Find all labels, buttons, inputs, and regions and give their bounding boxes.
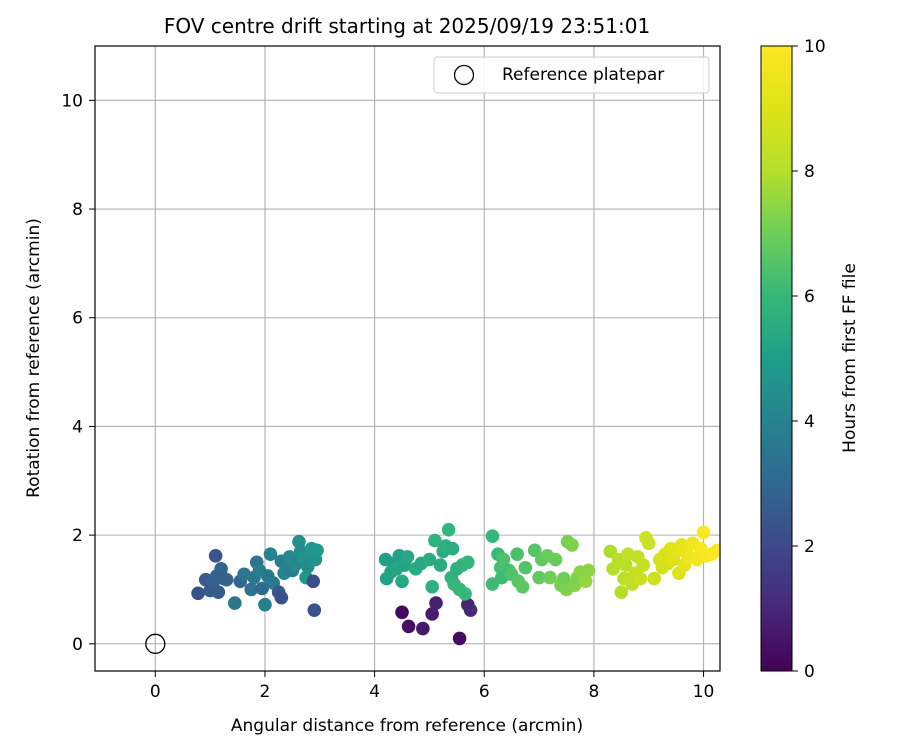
data-point bbox=[633, 571, 648, 586]
x-tick-label: 10 bbox=[693, 682, 715, 702]
colorbar-tick-label: 0 bbox=[804, 662, 815, 682]
colorbar-tick-label: 8 bbox=[804, 162, 815, 182]
data-point bbox=[425, 579, 439, 594]
data-point bbox=[548, 552, 563, 567]
data-point bbox=[452, 631, 467, 646]
legend-box bbox=[433, 56, 710, 94]
x-tick-label: 6 bbox=[479, 682, 490, 702]
colorbar: 0 2 4 6 8 10 Hours from first FF file bbox=[760, 37, 860, 682]
data-point bbox=[400, 550, 415, 564]
data-point bbox=[614, 585, 629, 599]
x-tick-label: 4 bbox=[369, 682, 380, 702]
data-point bbox=[258, 597, 272, 612]
data-point bbox=[401, 619, 416, 634]
data-point bbox=[208, 548, 223, 563]
data-point bbox=[429, 596, 443, 610]
y-tick-label: 2 bbox=[72, 526, 83, 546]
y-tick-label: 4 bbox=[72, 417, 83, 437]
y-axis-label: Rotation from reference (arcmin) bbox=[24, 218, 44, 498]
data-point bbox=[515, 579, 530, 594]
data-point bbox=[565, 538, 579, 552]
data-point bbox=[433, 558, 448, 572]
colorbar-label: Hours from first FF file bbox=[840, 263, 860, 453]
data-point bbox=[710, 543, 720, 558]
x-tick-label: 2 bbox=[260, 682, 271, 702]
data-point bbox=[618, 558, 633, 572]
x-tick-label: 0 bbox=[150, 682, 161, 702]
data-point bbox=[211, 585, 226, 599]
data-point bbox=[310, 543, 324, 558]
colorbar-ticks: 0 2 4 6 8 10 bbox=[792, 37, 826, 682]
data-point bbox=[647, 571, 662, 586]
chart-title: FOV centre drift starting at 2025/09/19 … bbox=[164, 14, 650, 38]
data-point bbox=[532, 570, 546, 585]
colorbar-tick-label: 4 bbox=[804, 412, 815, 432]
data-point bbox=[636, 558, 651, 572]
colorbar-gradient bbox=[760, 45, 793, 672]
data-point bbox=[543, 570, 557, 585]
data-point bbox=[395, 574, 409, 589]
x-tick-label: 8 bbox=[588, 682, 599, 702]
data-point bbox=[441, 522, 456, 537]
data-point bbox=[191, 586, 205, 601]
data-point bbox=[416, 621, 430, 636]
data-point bbox=[445, 541, 460, 556]
data-point bbox=[244, 582, 259, 597]
data-point bbox=[263, 547, 278, 561]
data-point bbox=[527, 543, 542, 558]
data-point bbox=[395, 605, 409, 620]
data-point bbox=[496, 552, 511, 567]
data-point bbox=[556, 571, 571, 586]
data-point bbox=[696, 525, 711, 540]
data-points bbox=[191, 522, 720, 646]
data-point bbox=[228, 596, 242, 610]
data-point bbox=[425, 607, 439, 621]
reference-platepar-marker bbox=[145, 633, 166, 654]
colorbar-tick-label: 2 bbox=[804, 537, 815, 557]
data-point bbox=[463, 603, 478, 617]
data-point bbox=[461, 555, 475, 570]
y-tick-label: 6 bbox=[72, 309, 83, 329]
data-point bbox=[485, 529, 500, 544]
legend: Reference platepar bbox=[433, 56, 710, 94]
data-point bbox=[255, 581, 270, 596]
y-tick-label: 0 bbox=[72, 635, 83, 655]
data-point bbox=[581, 563, 596, 578]
data-point bbox=[518, 560, 533, 575]
colorbar-tick-label: 6 bbox=[804, 287, 815, 307]
x-axis-ticks: 0 2 4 6 8 10 bbox=[150, 671, 714, 702]
data-point bbox=[274, 590, 289, 605]
x-axis-label: Angular distance from reference (arcmin) bbox=[231, 716, 583, 736]
plot-frame bbox=[94, 45, 721, 672]
legend-label: Reference platepar bbox=[502, 65, 664, 85]
data-point bbox=[307, 603, 322, 617]
y-tick-label: 10 bbox=[61, 91, 83, 111]
colorbar-tick-label: 10 bbox=[804, 37, 826, 57]
data-point bbox=[641, 536, 656, 551]
legend-marker bbox=[453, 64, 475, 86]
data-point bbox=[458, 587, 472, 601]
data-point bbox=[578, 574, 593, 589]
data-point bbox=[510, 547, 524, 561]
grid bbox=[95, 46, 720, 671]
data-point bbox=[422, 552, 437, 567]
y-tick-label: 8 bbox=[72, 200, 83, 220]
y-axis-ticks: 0 2 4 6 8 10 bbox=[61, 91, 95, 655]
data-point bbox=[428, 533, 442, 548]
data-point bbox=[219, 572, 234, 587]
data-point bbox=[306, 574, 321, 589]
